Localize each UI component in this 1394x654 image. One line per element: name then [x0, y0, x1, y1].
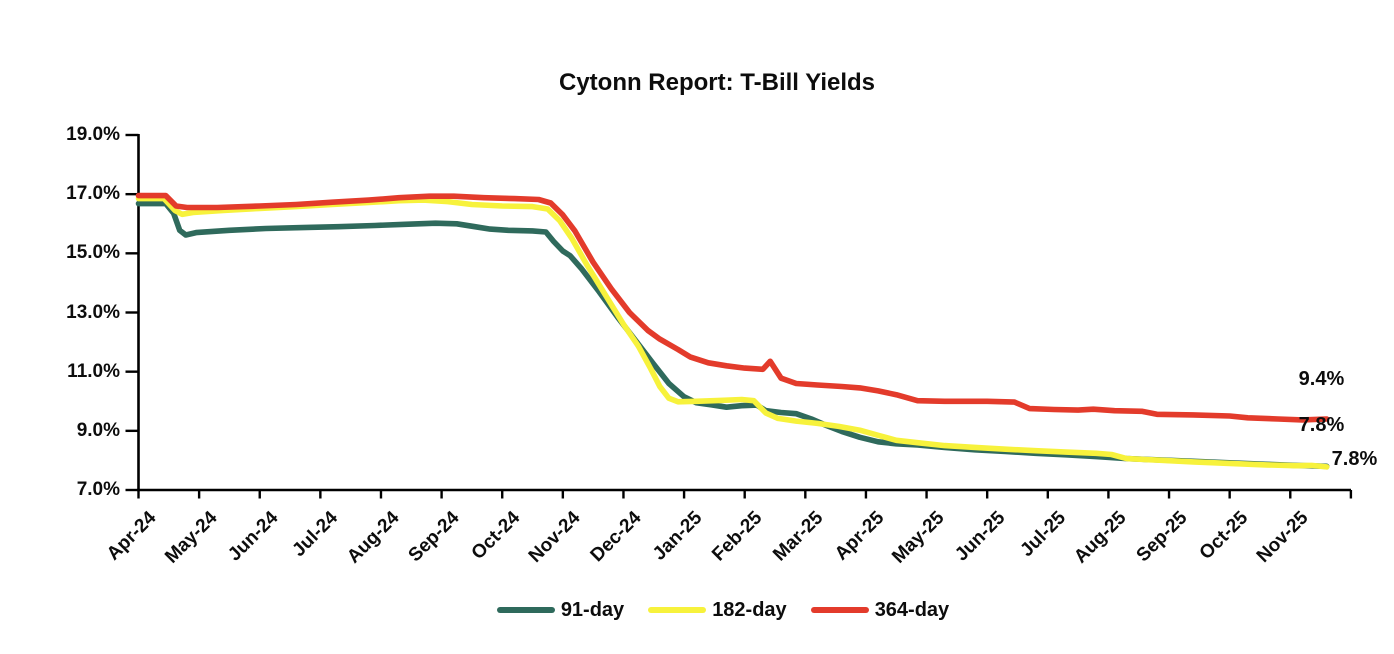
legend-swatch-182-day	[648, 607, 707, 613]
y-axis-tick-label: 11.0%	[67, 360, 120, 382]
legend-item-182-day: 182-day	[648, 597, 787, 623]
series-end-label-364-day: 9.4%	[1298, 368, 1345, 390]
y-axis-tick-label: 13.0%	[66, 301, 120, 323]
series-end-label-182-day: 7.8%	[1298, 413, 1345, 436]
legend-item-91-day: 91-day	[496, 597, 625, 623]
y-axis-tick-label: 15.0%	[66, 242, 120, 264]
y-axis-tick-label: 7.0%	[76, 479, 120, 500]
series-line-91-day	[135, 200, 1330, 470]
legend-label-91-day: 91-day	[560, 599, 625, 621]
series-line-364-day	[135, 192, 1330, 423]
y-axis-tick-label: 9.0%	[76, 419, 120, 441]
legend-label-364-day: 364-day	[874, 599, 950, 621]
series-line-182-day	[135, 195, 1330, 470]
legend-item-364-day: 364-day	[810, 597, 950, 623]
y-axis-tick-label: 19.0%	[66, 124, 120, 145]
y-axis-tick-label: 17.0%	[66, 183, 120, 205]
chart-title: Cytonn Report: T-Bill Yields	[558, 69, 876, 96]
legend-label-182-day: 182-day	[712, 599, 787, 621]
series-end-label-91-day: 7.8%	[1331, 448, 1378, 471]
chart-legend: 91-day 182-day 364-day	[52, 597, 1394, 623]
legend-swatch-91-day	[496, 607, 555, 613]
legend-swatch-364-day	[810, 607, 869, 613]
